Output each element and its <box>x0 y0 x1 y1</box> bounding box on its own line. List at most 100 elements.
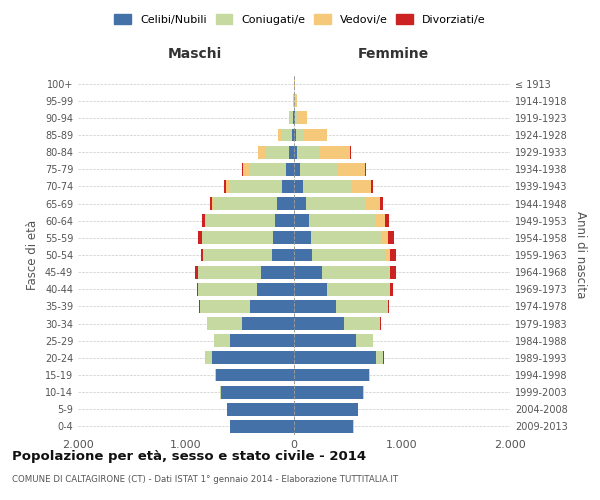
Bar <box>350 146 351 158</box>
Bar <box>260 266 294 278</box>
Bar <box>390 266 396 278</box>
Bar <box>221 386 294 398</box>
Bar <box>365 163 366 175</box>
Bar <box>212 352 294 364</box>
Bar <box>294 128 296 141</box>
Bar <box>389 283 390 296</box>
Bar <box>216 368 294 382</box>
Bar <box>282 180 294 193</box>
Bar <box>274 232 294 244</box>
Bar <box>294 214 309 227</box>
Bar <box>275 214 294 227</box>
Bar <box>194 266 197 278</box>
Bar <box>198 266 260 278</box>
Bar <box>294 248 313 262</box>
Bar <box>344 317 379 330</box>
Y-axis label: Anni di nascita: Anni di nascita <box>574 212 587 298</box>
Bar <box>382 232 388 244</box>
Bar <box>376 214 385 227</box>
Bar <box>224 180 226 193</box>
Bar <box>242 163 243 175</box>
Text: Maschi: Maschi <box>167 46 222 60</box>
Bar <box>197 283 198 296</box>
Bar <box>257 283 294 296</box>
Bar <box>208 317 242 330</box>
Bar <box>290 112 293 124</box>
Bar <box>293 112 294 124</box>
Bar <box>227 403 294 415</box>
Bar <box>215 368 216 382</box>
Bar <box>304 128 327 141</box>
Bar <box>320 146 350 158</box>
Bar <box>259 146 265 158</box>
Bar <box>206 214 275 227</box>
Bar <box>277 197 294 210</box>
Bar <box>230 420 294 433</box>
Bar <box>300 163 338 175</box>
Bar <box>289 146 294 158</box>
Bar <box>243 163 248 175</box>
Bar <box>295 94 297 107</box>
Bar <box>282 128 292 141</box>
Bar <box>226 180 229 193</box>
Bar <box>309 214 376 227</box>
Bar <box>229 180 282 193</box>
Text: COMUNE DI CALTAGIRONE (CT) - Dati ISTAT 1° gennaio 2014 - Elaborazione TUTTITALI: COMUNE DI CALTAGIRONE (CT) - Dati ISTAT … <box>12 475 398 484</box>
Bar <box>286 163 294 175</box>
Bar <box>272 248 294 262</box>
Bar <box>311 232 382 244</box>
Bar <box>199 283 257 296</box>
Bar <box>295 112 297 124</box>
Bar <box>294 368 368 382</box>
Bar <box>386 248 389 262</box>
Bar <box>389 248 396 262</box>
Bar <box>214 197 277 210</box>
Bar <box>294 232 311 244</box>
Bar <box>294 403 358 415</box>
Bar <box>388 300 389 313</box>
Bar <box>371 180 373 193</box>
Bar <box>248 163 286 175</box>
Bar <box>294 334 356 347</box>
Bar <box>385 214 389 227</box>
Bar <box>390 283 393 296</box>
Bar <box>294 266 322 278</box>
Bar <box>212 197 214 210</box>
Bar <box>294 146 297 158</box>
Bar <box>294 180 302 193</box>
Bar <box>380 197 383 210</box>
Bar <box>294 197 307 210</box>
Bar <box>307 197 366 210</box>
Bar <box>278 128 282 141</box>
Bar <box>202 214 205 227</box>
Bar <box>294 163 300 175</box>
Bar <box>352 180 371 193</box>
Bar <box>296 128 304 141</box>
Bar <box>368 368 370 382</box>
Bar <box>297 146 320 158</box>
Y-axis label: Fasce di età: Fasce di età <box>26 220 39 290</box>
Bar <box>338 163 365 175</box>
Bar <box>389 266 390 278</box>
Bar <box>265 146 289 158</box>
Bar <box>294 352 376 364</box>
Bar <box>289 112 290 124</box>
Bar <box>294 386 363 398</box>
Bar <box>366 197 380 210</box>
Bar <box>294 283 328 296</box>
Bar <box>336 300 388 313</box>
Bar <box>292 128 294 141</box>
Bar <box>302 180 352 193</box>
Bar <box>200 300 250 313</box>
Text: Femmine: Femmine <box>358 46 429 60</box>
Bar <box>198 232 202 244</box>
Bar <box>202 232 274 244</box>
Legend: Celibi/Nubili, Coniugati/e, Vedovi/e, Divorziati/e: Celibi/Nubili, Coniugati/e, Vedovi/e, Di… <box>111 10 489 28</box>
Bar <box>205 214 206 227</box>
Bar <box>294 420 353 433</box>
Bar <box>230 334 294 347</box>
Bar <box>322 266 389 278</box>
Bar <box>294 300 336 313</box>
Bar <box>328 283 389 296</box>
Bar <box>388 232 394 244</box>
